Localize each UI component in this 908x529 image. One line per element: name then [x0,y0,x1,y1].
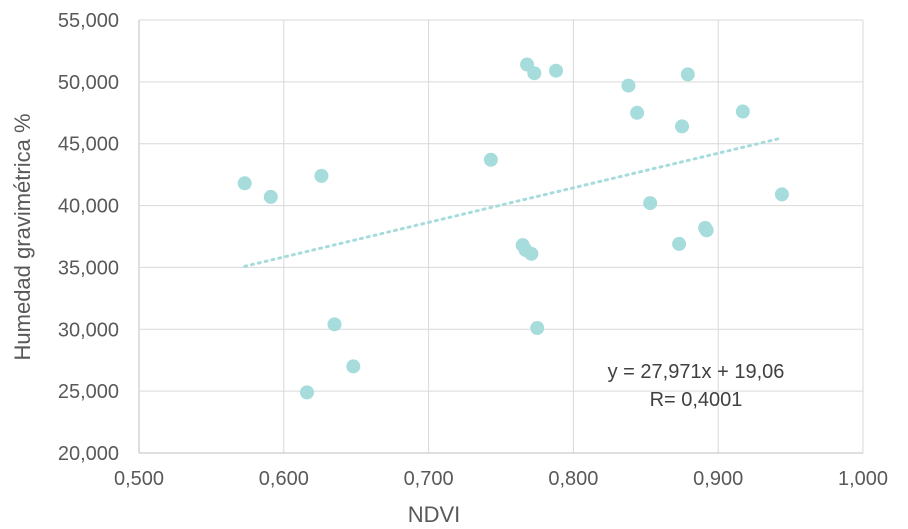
gridlines [138,19,864,454]
y-tick-label: 40,000 [58,196,119,218]
trendline-equation: y = 27,971x + 19,06 [608,361,785,383]
data-point [549,63,564,78]
data-point [621,78,636,93]
y-tick-label: 30,000 [58,319,119,341]
data-point [680,67,695,82]
y-tick-label: 55,000 [58,10,119,32]
correlation-label: R= 0,4001 [650,389,743,411]
y-tick-label: 20,000 [58,443,119,465]
y-axis-title: Humedad gravimétrica % [10,114,35,361]
data-point [299,385,314,400]
y-tick-label: 25,000 [58,381,119,403]
data-point [774,187,789,202]
y-tick-label: 45,000 [58,134,119,156]
x-axis-title: NDVI [408,502,461,527]
data-point [530,321,545,336]
data-point [327,317,342,332]
data-point [630,105,645,120]
x-tick-label: 1,000 [838,468,888,490]
data-point [735,104,750,119]
x-tick-label: 0,500 [114,468,164,490]
x-tick-label: 0,700 [404,468,454,490]
y-tick-labels: 20,000 25,000 30,000 35,000 40,000 45,000 50,0… [58,10,119,465]
x-tick-labels: 0,500 0,600 0,700 0,800 0,900 1,000 [114,468,888,490]
data-point [699,223,714,238]
data-point [524,246,539,261]
x-tick-label: 0,600 [259,468,309,490]
data-point [672,236,687,251]
x-tick-label: 0,900 [693,468,743,490]
data-point [237,176,252,191]
data-point [314,168,329,183]
data-point [527,66,542,81]
y-tick-label: 50,000 [58,72,119,94]
data-point [346,359,361,374]
y-tick-label: 35,000 [58,257,119,279]
data-point [643,196,658,211]
data-point [483,152,498,167]
trendline-layer [243,136,784,268]
x-tick-label: 0,800 [548,468,598,490]
data-point [263,189,278,204]
trendline [243,136,784,268]
data-points [237,57,789,400]
data-point [675,119,689,134]
